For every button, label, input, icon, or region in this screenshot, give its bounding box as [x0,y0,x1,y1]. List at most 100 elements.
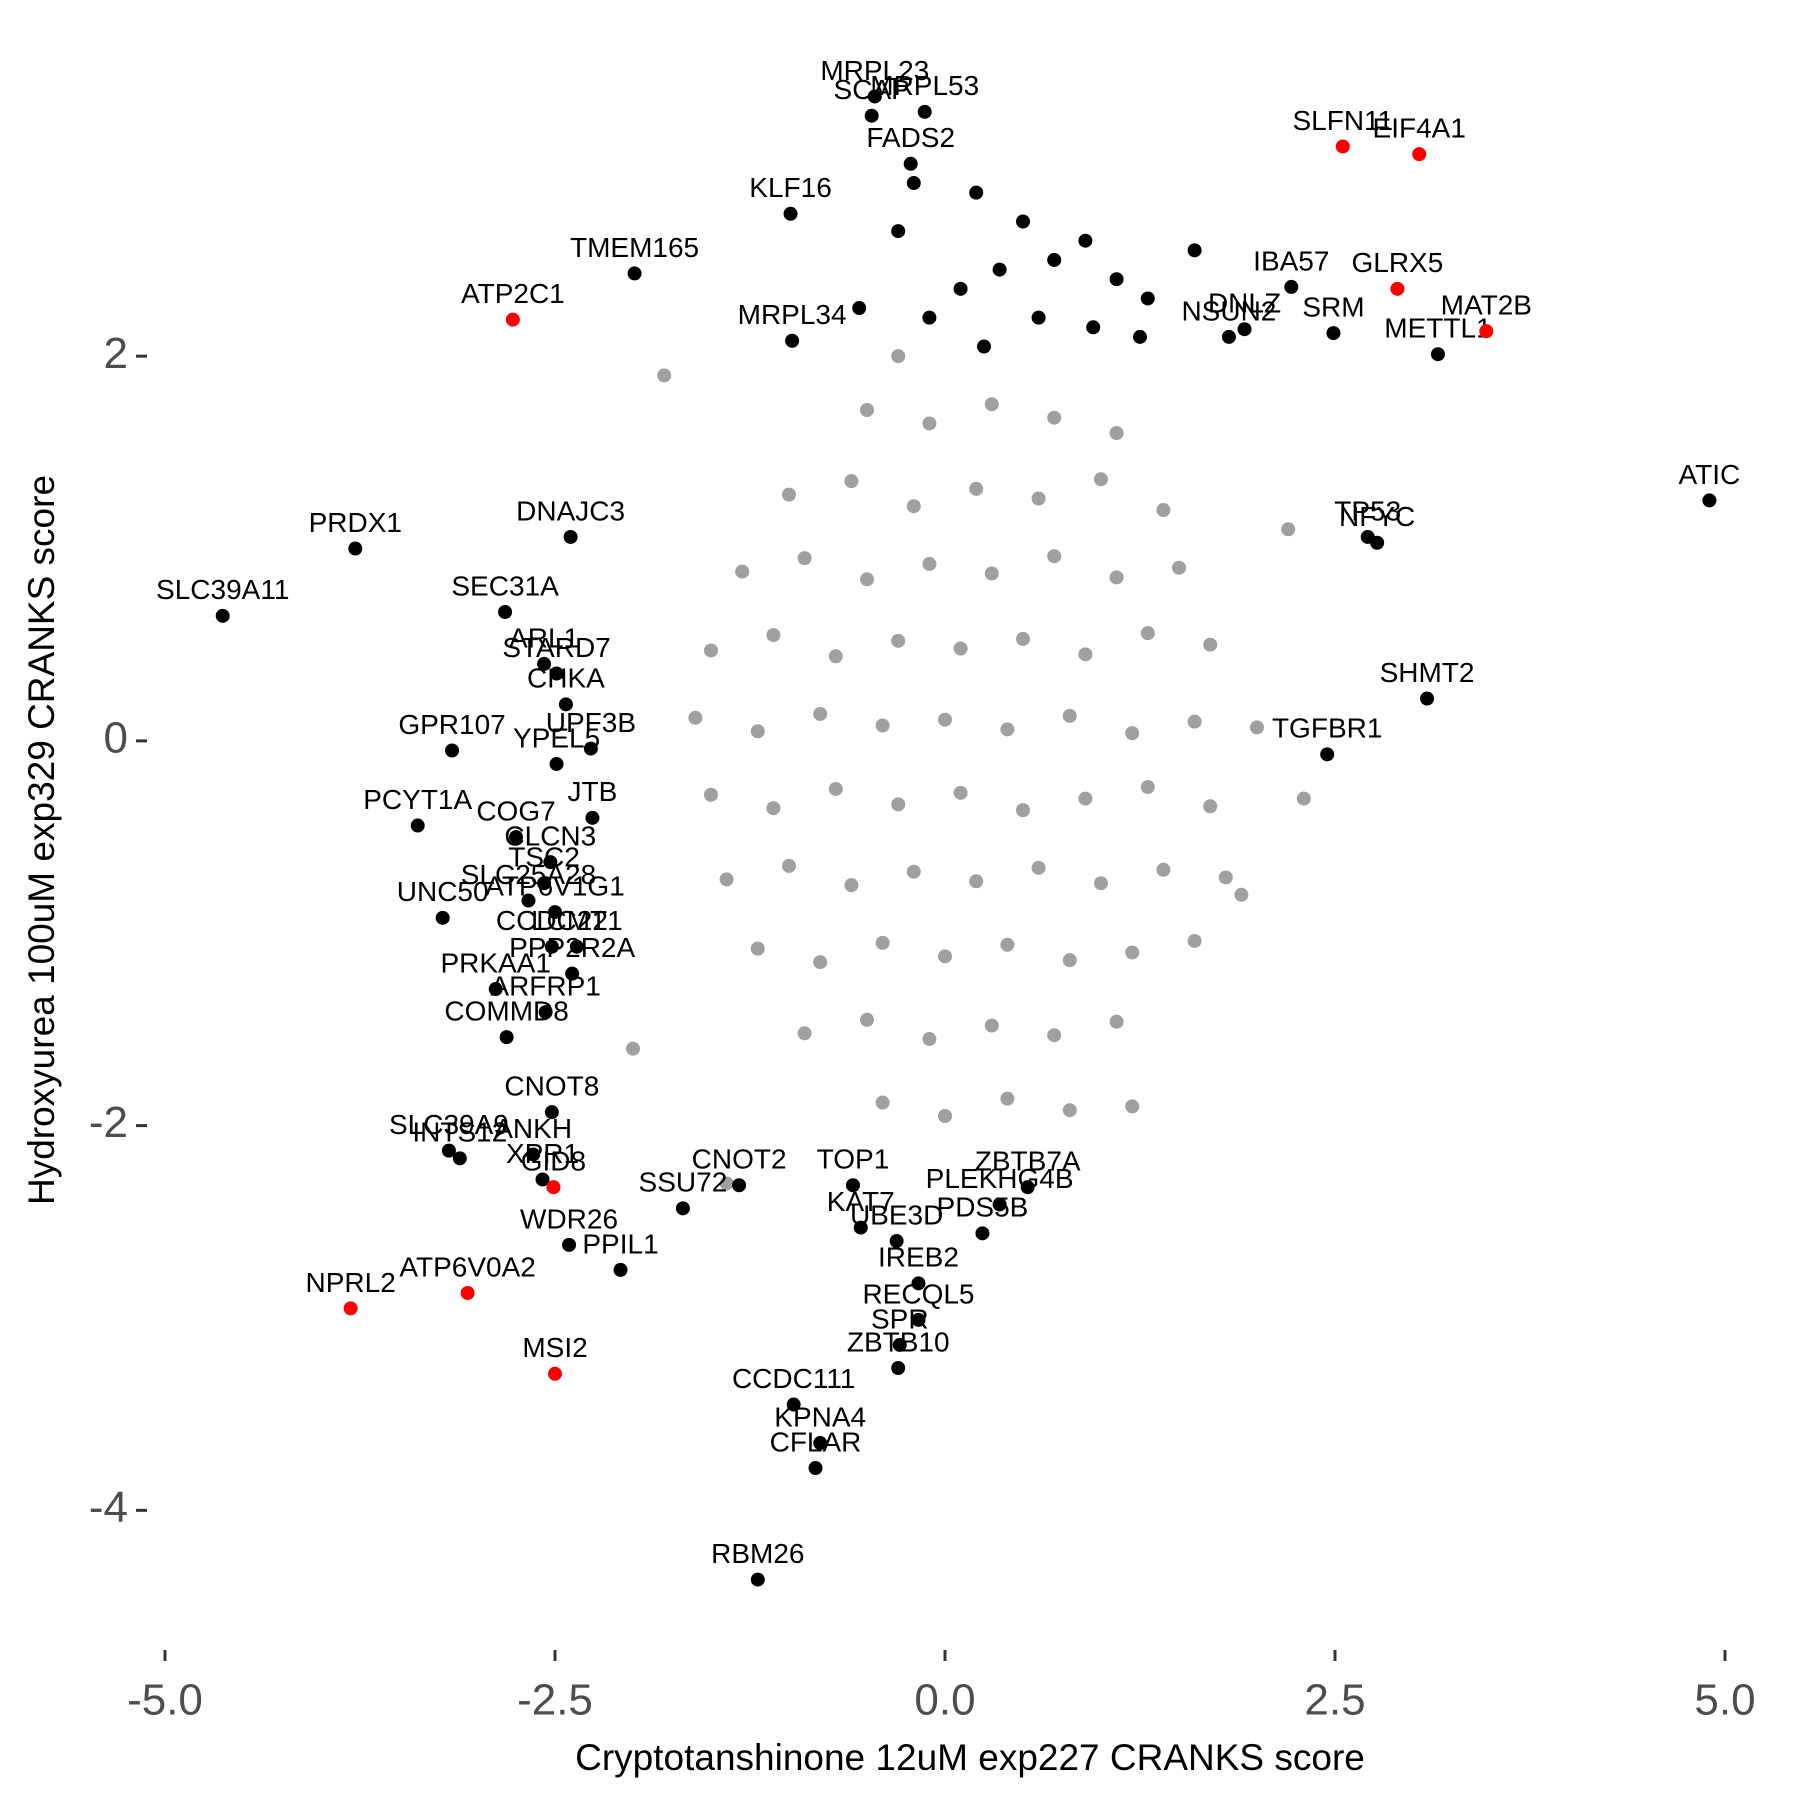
point [498,604,513,619]
point-label: SLC25A28 [461,859,596,890]
point [844,878,859,893]
point [719,1176,734,1191]
point-label: MRPL53 [870,70,979,101]
point [953,281,968,296]
point [891,797,906,812]
point [750,941,765,956]
point [1203,799,1218,814]
x-tick-label: 0.0 [914,1676,975,1725]
point [750,724,765,739]
x-tick-label: 2.5 [1304,1676,1365,1725]
point [828,649,843,664]
point [992,262,1007,277]
point [704,643,718,658]
point [845,1178,860,1193]
point-label: MSI2 [522,1332,587,1363]
point [766,801,781,816]
point-label: KLF16 [749,172,832,203]
point [505,312,520,327]
point [813,955,828,970]
point [1430,347,1445,362]
point-label: IREB2 [878,1242,959,1273]
point [786,1397,801,1412]
point [549,756,564,771]
point [460,1285,475,1300]
point [535,1172,550,1187]
point [1125,945,1140,960]
x-tick-label: -2.5 [517,1676,593,1725]
point [1218,870,1233,885]
point [1031,860,1046,875]
y-tick-label: -2 [89,1098,128,1147]
point [938,949,952,964]
point [891,349,906,364]
point [546,1180,561,1195]
point [1140,626,1155,641]
point [627,266,642,281]
point-label: ZBTB7A [975,1146,1081,1177]
point [922,310,937,325]
point [544,939,559,954]
point [969,185,984,200]
point [509,830,523,845]
point [563,529,578,544]
point [1320,747,1335,762]
point [1125,1099,1140,1114]
point [975,1226,990,1241]
point-label: CFLAR [770,1426,862,1457]
point [452,1151,467,1166]
point-label: ARL1 [509,622,579,653]
point [1047,410,1062,425]
point [938,712,952,727]
point [1078,233,1093,248]
point [343,1301,358,1316]
point [1140,780,1155,795]
point [1062,708,1077,723]
point [1031,310,1046,325]
y-tick-label: 0 [104,714,128,763]
point-label: UNC50 [397,876,489,907]
point [410,818,425,833]
point [1062,953,1077,968]
point [435,910,450,925]
point-label: PDS5B [937,1192,1029,1223]
point [889,1234,904,1249]
point [657,368,672,383]
point [808,1461,823,1476]
point [537,656,552,671]
point-label: CNOT2 [692,1144,787,1175]
point [922,1032,937,1047]
point [1296,791,1311,806]
point-label: COMMD8 [444,996,568,1027]
point [911,1312,926,1327]
point-label: XPR1 [506,1138,579,1169]
point-label: UBE3D [850,1199,943,1230]
point-label: SLFN11 [1292,105,1393,136]
point [911,1276,926,1291]
point [984,1018,999,1033]
point [867,89,882,104]
point [782,858,796,873]
point [1086,320,1101,335]
point [543,855,558,870]
point [1109,570,1124,585]
point-label: NSUN2 [1181,295,1276,326]
point-label: FADS2 [866,122,955,153]
point-label: SPR [871,1303,929,1334]
point-label: GLRX5 [1351,247,1443,278]
point [1062,1103,1077,1118]
point [1187,243,1202,258]
point-label: NFYC [1339,501,1415,532]
point [977,339,991,354]
point [1109,426,1124,441]
point [969,481,984,496]
point-label: SSU72 [639,1167,728,1198]
point [558,697,573,712]
point-label: JTB [568,776,618,807]
x-tick-label: 5.0 [1694,1676,1755,1725]
point [860,403,874,418]
point-label: ATP6V0A2 [399,1251,535,1282]
point [1390,281,1405,296]
x-axis-title: Cryptotanshinone 12uM exp227 CRANKS scor… [575,1737,1365,1778]
point-label: UPF3B [546,707,636,738]
